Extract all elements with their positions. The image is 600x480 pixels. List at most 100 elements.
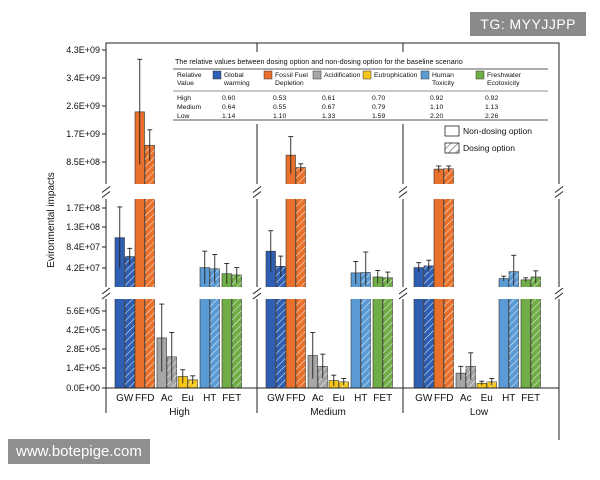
x-category-label: Eu: [182, 393, 194, 404]
x-category-label: FET: [373, 393, 392, 404]
x-group-label: High: [169, 407, 190, 418]
y-tick-label: 1.7E+08: [66, 203, 100, 213]
axis-break-mark: [554, 186, 564, 193]
bar-low-fet-dosing-hatch: [531, 276, 541, 388]
axis-break-mark: [101, 287, 111, 295]
x-group-label: Medium: [310, 407, 346, 418]
inset-table-cell: 2.26: [485, 113, 498, 120]
inset-table-cell: 1.14: [222, 113, 235, 120]
inset-table-cell: 1.10: [273, 113, 286, 120]
inset-table-cell: 1.13: [485, 104, 498, 111]
inset-table-cell: 0.79: [372, 104, 385, 111]
x-category-label: GW: [415, 393, 433, 404]
inset-table-swatch: [420, 70, 430, 80]
bar-low-gw-non-dosing: [413, 267, 424, 389]
y-tick-label: 3.4E+09: [66, 73, 100, 83]
bar-high-ht-dosing-hatch: [210, 268, 220, 388]
inset-table-swatch: [475, 70, 485, 80]
inset-table-cell: 1.10: [430, 104, 443, 111]
inset-table-title: The relative values between dosing optio…: [175, 57, 463, 66]
y-tick-label: 1.7E+09: [66, 129, 100, 139]
x-category-label: Ac: [161, 393, 173, 404]
inset-table-header: Toxicity: [432, 80, 455, 87]
inset-table-cell: 0.64: [222, 104, 235, 111]
y-axis-label: Evironmental impacts: [46, 172, 57, 268]
axis-break-mark: [554, 191, 564, 198]
y-tick-label: 4.2E+05: [66, 325, 100, 335]
inset-table-cell: 1.33: [322, 113, 335, 120]
inset-table-cell: 0.92: [485, 95, 498, 102]
y-tick-label: 1.3E+08: [66, 222, 100, 232]
bar-low-ffd-dosing-hatch: [444, 168, 454, 388]
axis-break-mark: [252, 186, 262, 193]
inset-table-cell: 0.61: [322, 95, 335, 102]
y-tick-label: 1.4E+05: [66, 363, 100, 373]
axis-break-mark: [398, 191, 408, 198]
inset-table-header: warming: [223, 80, 250, 87]
inset-table-header: Ecotoxicity: [487, 80, 520, 87]
inset-table-cell: 0.60: [222, 95, 235, 102]
x-category-label: FFD: [135, 393, 154, 404]
x-category-label: HT: [203, 393, 216, 404]
inset-table-bg: [170, 52, 552, 124]
inset-table-header: Depletion: [275, 80, 304, 87]
inset-table-swatch: [263, 70, 273, 80]
axis-break-gap-0: [104, 184, 561, 199]
bar-high-gw-dosing-hatch: [125, 256, 135, 388]
legend-label: Non-dosing option: [463, 126, 532, 136]
x-category-label: FET: [521, 393, 540, 404]
inset-table-cell: 0.67: [322, 104, 335, 111]
x-category-label: Ac: [460, 393, 472, 404]
bar-high-ht-non-dosing: [199, 267, 210, 389]
axis-break-mark: [252, 287, 262, 295]
bar-medium-ht-dosing-hatch: [361, 272, 371, 388]
axis-break-mark: [101, 191, 111, 198]
y-tick-label: 8.4E+07: [66, 242, 100, 252]
inset-table-header: Value: [177, 80, 194, 87]
legend-label: Dosing option: [463, 143, 515, 153]
inset-table-cell: 0.55: [273, 104, 286, 111]
inset-table-swatch: [312, 70, 322, 80]
bar-medium-ffd-dosing-hatch: [296, 167, 306, 388]
x-category-label: GW: [116, 393, 134, 404]
legend-swatch-hatch: [445, 143, 459, 153]
y-tick-label: 5.6E+05: [66, 306, 100, 316]
inset-table-header: Freshwater: [487, 72, 522, 79]
legend-swatch-non-dosing: [444, 125, 460, 137]
inset-table-header: Human: [432, 72, 454, 79]
axis-break-mark: [252, 191, 262, 198]
inset-table-swatch: [362, 70, 372, 80]
axis-break-mark: [398, 292, 408, 300]
x-category-label: FET: [222, 393, 241, 404]
y-tick-label: 2.6E+09: [66, 101, 100, 111]
bar-low-gw-dosing-hatch: [424, 265, 434, 388]
axis-break-mark: [554, 287, 564, 295]
inset-table-cell: 0.92: [430, 95, 443, 102]
inset-table-cell: 1.59: [372, 113, 385, 120]
inset-table-header: Global: [224, 72, 244, 79]
watermark-site: www.botepige.com: [8, 439, 150, 464]
inset-table-header: Eutrophication: [374, 72, 418, 79]
inset-table-cell: 0.70: [372, 95, 385, 102]
axis-break-mark: [101, 292, 111, 300]
inset-table-cell: 2.20: [430, 113, 443, 120]
watermark-tag: TG: MYYJJPP: [470, 12, 586, 36]
bar-high-ffd-dosing-hatch: [145, 145, 155, 388]
axis-break-gap-1: [104, 287, 561, 299]
inset-table-cell: Low: [177, 113, 190, 120]
x-category-label: HT: [502, 393, 515, 404]
inset-table-cell: High: [177, 95, 191, 102]
y-tick-label: 2.8E+05: [66, 344, 100, 354]
bar-low-ffd-non-dosing: [433, 168, 444, 389]
axis-break-mark: [101, 186, 111, 193]
inset-table-cell: Medium: [177, 104, 202, 111]
y-tick-label: 0.0E+00: [66, 383, 100, 393]
y-tick-label: 8.5E+08: [66, 157, 100, 167]
inset-table-cell: 0.53: [273, 95, 286, 102]
inset-table-header: Acidification: [324, 72, 360, 79]
y-tick-label: 4.2E+07: [66, 263, 100, 273]
x-category-label: Ac: [312, 393, 324, 404]
x-category-label: FFD: [286, 393, 305, 404]
bar-medium-fet-dosing-hatch: [383, 277, 393, 388]
